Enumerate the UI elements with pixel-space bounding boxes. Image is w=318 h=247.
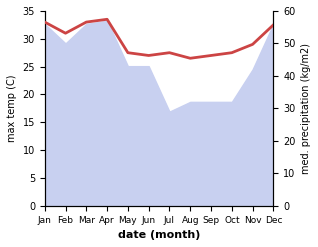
X-axis label: date (month): date (month)	[118, 230, 200, 240]
Y-axis label: med. precipitation (kg/m2): med. precipitation (kg/m2)	[301, 43, 311, 174]
Y-axis label: max temp (C): max temp (C)	[7, 75, 17, 142]
